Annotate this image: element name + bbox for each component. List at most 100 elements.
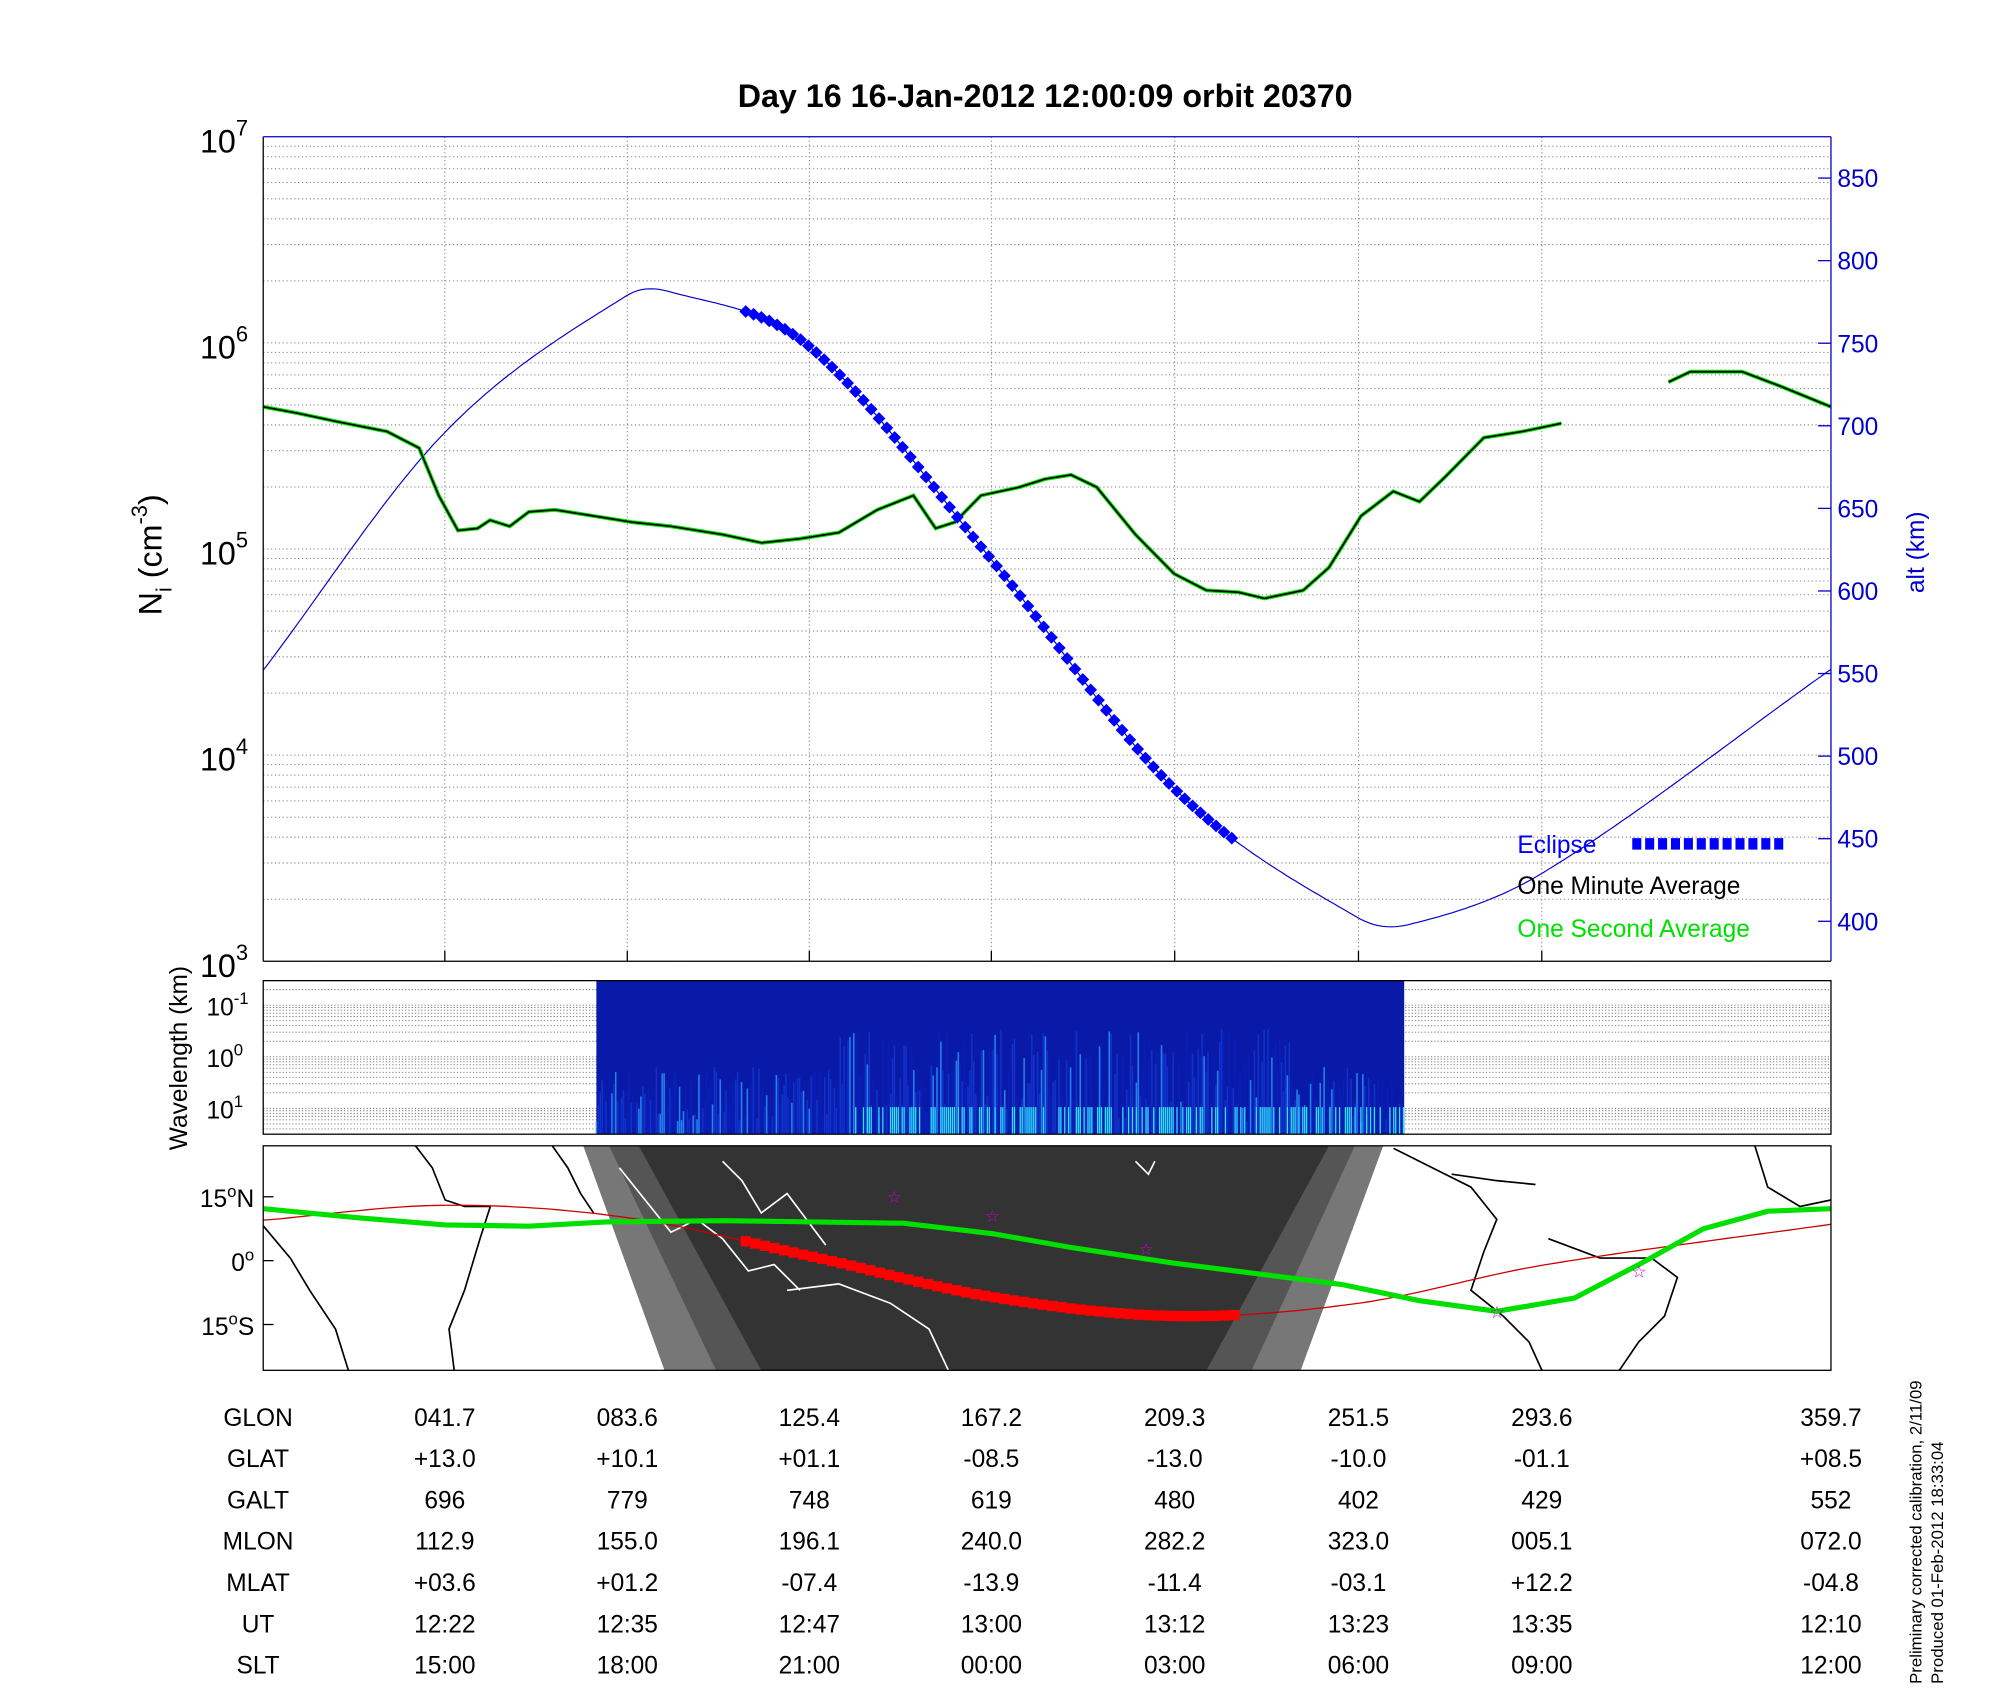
eclipse-marker [1139, 751, 1152, 765]
map-eclipse-marker [845, 1260, 857, 1271]
map-eclipse-marker [989, 1292, 1000, 1303]
map-y-tick-label: 0o [231, 1246, 254, 1277]
table-row-label: GLAT [227, 1446, 289, 1473]
eclipse-marker [825, 360, 839, 374]
map-eclipse-marker [1047, 1300, 1058, 1312]
table-cell: -01.1 [1514, 1446, 1570, 1473]
table-cell: 13:35 [1511, 1611, 1572, 1638]
table-cell: 13:23 [1328, 1611, 1389, 1638]
map-eclipse-marker [999, 1293, 1010, 1305]
eclipse-marker [1170, 784, 1184, 798]
table-cell: +01.1 [778, 1446, 840, 1473]
table-cell: -13.0 [1147, 1446, 1203, 1473]
map-eclipse-marker [951, 1285, 962, 1296]
spectrogram-image [595, 980, 1405, 1135]
eclipse-marker [982, 550, 996, 563]
table-cell: 209.3 [1144, 1405, 1205, 1432]
map-eclipse-marker [759, 1240, 771, 1252]
table-cell: 041.7 [414, 1405, 475, 1432]
map-y-tick-label: 15oN [200, 1182, 254, 1213]
y-tick-label: 107 [200, 115, 248, 159]
table-cell: 03:00 [1144, 1653, 1205, 1680]
table-cell: 251.5 [1328, 1405, 1389, 1432]
table-cell: 072.0 [1800, 1529, 1861, 1556]
table-cell: 005.1 [1511, 1529, 1572, 1556]
map-eclipse-marker [1181, 1310, 1192, 1322]
table-cell: -07.4 [781, 1570, 837, 1597]
table-cell: 196.1 [779, 1529, 840, 1556]
map-eclipse-marker [884, 1269, 895, 1281]
map-eclipse-marker [740, 1236, 751, 1247]
eclipse-marker [1107, 713, 1121, 727]
map-y-tick-label: 15oS [201, 1310, 254, 1341]
map-eclipse-marker [798, 1249, 809, 1260]
density-plot-frame [263, 136, 1831, 962]
table-cell: 112.9 [415, 1529, 475, 1556]
table-row-label: UT [242, 1611, 275, 1638]
table-cell: 12:35 [597, 1611, 658, 1638]
map-eclipse-marker [836, 1258, 847, 1269]
table-cell: 12:10 [1800, 1611, 1861, 1638]
eclipse-marker [1052, 641, 1066, 655]
map-eclipse-marker [1008, 1295, 1020, 1306]
y2-tick-label: 600 [1837, 579, 1878, 606]
table-cell: 402 [1338, 1487, 1379, 1514]
spectrogram-y-tick-label: 101 [206, 1092, 243, 1125]
y2-axis-label: alt (km) [1903, 511, 1930, 593]
map-eclipse-marker [855, 1262, 866, 1274]
y2-tick-label: 550 [1837, 662, 1878, 689]
ground-track-map: ☆ ☆ ☆ ☆ ☆ 15oN 0o 15oS [200, 1145, 1832, 1371]
y2-tick-label: 850 [1837, 166, 1878, 193]
map-eclipse-marker [826, 1255, 838, 1267]
map-eclipse-marker [1018, 1296, 1029, 1308]
table-cell: 155.0 [597, 1529, 658, 1556]
eclipse-marker [872, 412, 886, 425]
eclipse-marker [927, 480, 941, 494]
eclipse-marker [833, 368, 847, 382]
map-eclipse-marker [1142, 1309, 1154, 1321]
figure-title: Day 16 16-Jan-2012 12:00:09 orbit 20370 [738, 78, 1353, 114]
altitude-y-ticks: 850 800 750 700 650 600 550 500 450 400 [1818, 166, 1878, 936]
table-cell: 293.6 [1511, 1405, 1572, 1432]
table-cell: 00:00 [961, 1653, 1022, 1680]
table-cell: +08.5 [1800, 1446, 1862, 1473]
map-eclipse-marker [1028, 1298, 1039, 1309]
density-y-ticks: 107 106 105 104 103 [200, 115, 248, 983]
magnetic-equator-line [263, 1206, 1831, 1314]
y2-tick-label: 650 [1837, 496, 1878, 523]
eclipse-marker [1037, 620, 1050, 634]
star-marker: ☆ [1631, 1263, 1646, 1282]
one-minute-average-line [1668, 370, 1832, 408]
eclipse-marker [849, 385, 862, 398]
map-series: ☆ ☆ ☆ ☆ ☆ [263, 1188, 1831, 1322]
map-eclipse-marker [807, 1251, 818, 1262]
map-eclipse-marker [1162, 1310, 1173, 1321]
spectrogram-y-label: Wavelength (km) [166, 966, 193, 1150]
table-cell: +03.6 [414, 1570, 476, 1597]
table-cell: +10.1 [596, 1446, 658, 1473]
wavelength-spectrogram: 10-1 100 101 Wavelength (km) [166, 966, 1832, 1150]
y2-tick-label: 750 [1837, 331, 1878, 358]
map-eclipse-marker [932, 1281, 943, 1292]
table-cell: -13.9 [963, 1570, 1019, 1597]
map-eclipse-marker [1210, 1310, 1221, 1321]
map-eclipse-marker [913, 1276, 924, 1288]
map-eclipse-marker [1229, 1309, 1240, 1321]
eclipse-marker [1162, 777, 1176, 790]
table-cell: 359.7 [1800, 1405, 1861, 1432]
table-cell: +13.0 [414, 1446, 476, 1473]
map-eclipse-marker [750, 1238, 761, 1249]
table-cell: 13:00 [961, 1611, 1022, 1638]
eclipse-marker [1201, 813, 1215, 826]
spectrogram-y-tick-label: 100 [206, 1040, 243, 1073]
table-cell: +01.2 [596, 1570, 658, 1597]
legend: Eclipse One Minute Average One Second Av… [1517, 832, 1784, 943]
table-cell: 13:12 [1144, 1611, 1205, 1638]
eclipse-marker [1092, 693, 1105, 707]
calibration-note: Preliminary corrected calibration, 2/11/… [1906, 1380, 1925, 1683]
map-eclipse-marker [1104, 1307, 1115, 1318]
eclipse-marker [966, 530, 980, 544]
table-row-label: MLAT [226, 1570, 290, 1597]
table-cell: 552 [1811, 1487, 1852, 1514]
map-eclipse-marker [769, 1242, 780, 1254]
